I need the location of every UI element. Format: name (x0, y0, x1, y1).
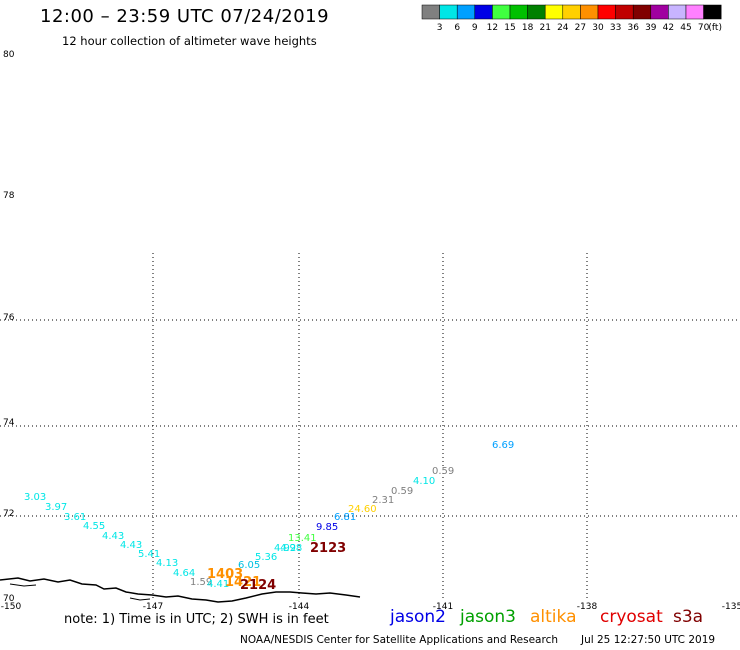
legend-swatch (509, 4, 528, 20)
credit-text: NOAA/NESDIS Center for Satellite Applica… (240, 634, 558, 646)
pass-time-label: 2124 (240, 578, 276, 593)
legend-label: 24 (557, 23, 569, 33)
lon-label: -147 (143, 602, 163, 612)
lat-label: 70 (3, 594, 15, 604)
legend-swatch (685, 4, 704, 20)
pass-time-label: 2123 (310, 541, 346, 556)
legend-label: 42 (663, 23, 674, 33)
wave-height-label: 4.13 (156, 558, 178, 569)
wave-height-label: 4.92 (274, 543, 296, 554)
wave-height-label: 13.41 (288, 533, 317, 544)
lon-label: -135 (722, 602, 740, 612)
coastline (0, 577, 361, 603)
wave-height-label: 4.43 (102, 531, 124, 542)
lon-label: -138 (577, 602, 598, 612)
wave-height-label: 3.03 (24, 492, 46, 503)
pass-time-label: 1421 (225, 575, 261, 590)
wave-height-label: 3.97 (45, 502, 67, 513)
legend-swatch (703, 4, 722, 20)
legend-swatch (421, 4, 440, 20)
legend-label: 9 (472, 23, 478, 33)
lon-label: -150 (1, 602, 22, 612)
wave-height-label: 24.60 (348, 504, 377, 515)
wave-height-label: 4.98 (280, 543, 302, 554)
legend-swatch (597, 4, 616, 20)
legend-swatch (615, 4, 634, 20)
legend-label: 3 (437, 23, 443, 33)
legend-swatch (544, 4, 564, 20)
wave-height-label: 9.85 (316, 522, 338, 533)
timestamp-text: Jul 25 12:27:50 UTC 2019 (581, 634, 716, 646)
legend-label: 70 (698, 23, 710, 33)
legend-label: 15 (504, 23, 515, 33)
legend-label: 30 (592, 23, 604, 33)
legend-swatch (632, 4, 652, 20)
note-text: note: 1) Time is in UTC; 2) SWH is in fe… (64, 612, 329, 627)
legend-label: 18 (522, 23, 534, 33)
wave-height-label: 4.55 (83, 521, 105, 532)
lat-label: 72 (3, 509, 14, 519)
wave-height-label: 5.36 (255, 552, 277, 563)
legend-swatch (650, 4, 669, 20)
legend-label: 36 (627, 23, 639, 33)
wave-height-label: 6.05 (238, 560, 260, 571)
legend-swatch (668, 4, 687, 20)
wave-height-label: 1.59 (190, 577, 212, 588)
satellite-s3a: s3a (673, 607, 704, 627)
legend-label: 33 (610, 23, 621, 33)
legend-swatch (456, 4, 476, 20)
wave-height-label: 4.64 (173, 568, 195, 579)
legend-swatch (439, 4, 458, 20)
legend-label: 27 (575, 23, 586, 33)
lon-label: -141 (433, 602, 453, 612)
satellite-altika: altika (530, 607, 577, 627)
legend-label: 6 (454, 23, 460, 33)
wave-height-label: 0.59 (391, 486, 413, 497)
pass-time-label: 1403 (207, 567, 243, 582)
legend-swatch (474, 4, 493, 20)
legend-label: 39 (645, 23, 657, 33)
wave-height-label: 0.59 (432, 466, 454, 477)
legend-swatch (562, 4, 581, 20)
legend-swatch (527, 4, 546, 20)
coastline-island (129, 597, 151, 601)
legend-label: 45 (680, 23, 691, 33)
legend-swatch (492, 4, 511, 20)
wave-height-label: 4.41 (207, 579, 229, 590)
wave-height-label: 5.41 (138, 549, 160, 560)
satellite-cryosat: cryosat (600, 607, 663, 627)
wave-height-label: 4.10 (413, 476, 435, 487)
lat-label: 76 (3, 313, 15, 323)
coastline-island (9, 583, 37, 587)
wave-height-label: 6.69 (492, 440, 514, 451)
lat-label: 78 (3, 191, 15, 201)
legend-unit: (ft) (708, 23, 722, 33)
satellite-jason3: jason3 (460, 607, 516, 627)
lat-label: 80 (3, 50, 15, 60)
satellite-jason2: jason2 (390, 607, 446, 627)
wave-height-label: 4.43 (120, 540, 142, 551)
map-subtitle: 12 hour collection of altimeter wave hei… (62, 34, 317, 48)
wave-height-label: 6.81 (334, 512, 356, 523)
lon-label: -144 (289, 602, 310, 612)
legend-label: 21 (539, 23, 550, 33)
map-title: 12:00 – 23:59 UTC 07/24/2019 (40, 6, 330, 27)
wave-height-label: 3.61 (64, 512, 86, 523)
lat-label: 74 (3, 418, 15, 428)
legend-label: 12 (487, 23, 498, 33)
legend-swatch (580, 4, 599, 20)
wave-height-label: 2.31 (372, 495, 394, 506)
